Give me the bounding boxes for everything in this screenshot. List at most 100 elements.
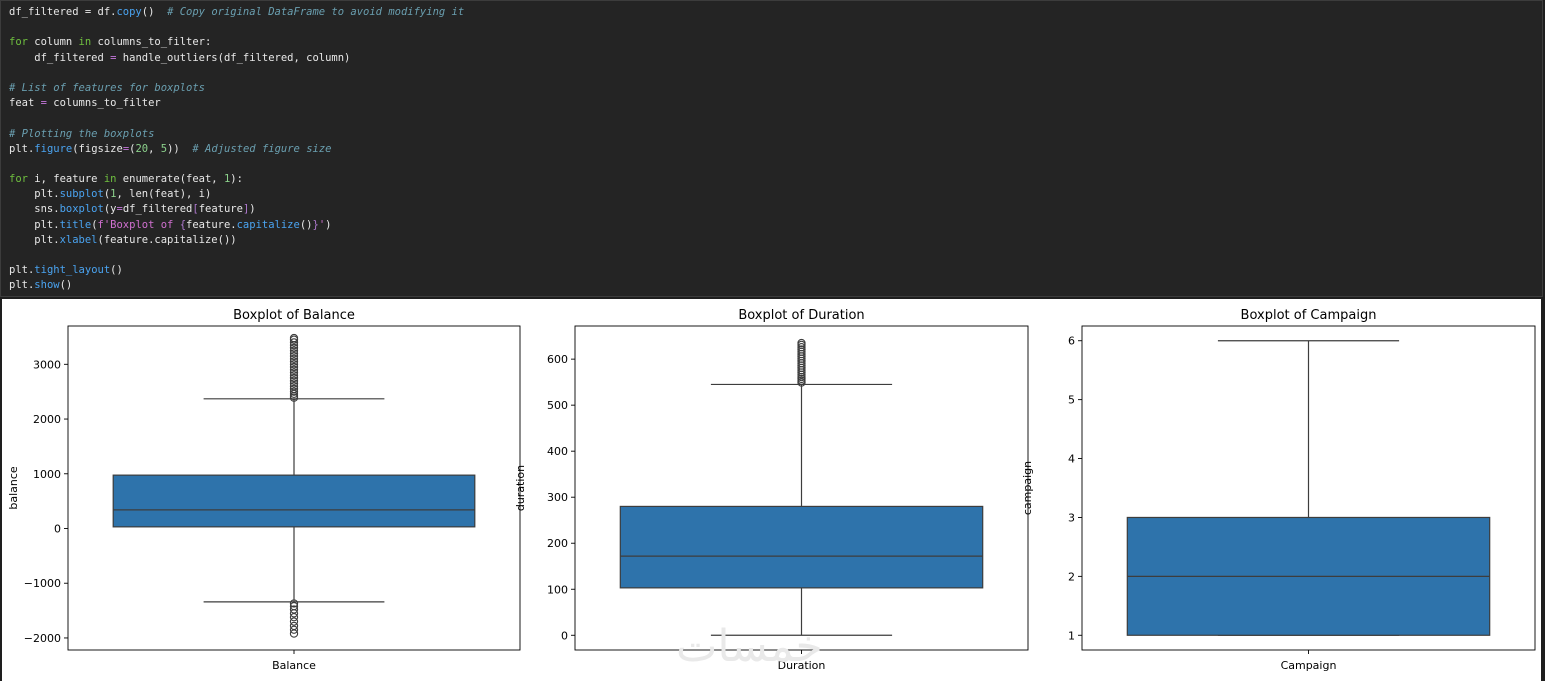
code-token: i, feature [27, 173, 104, 186]
outlier-point [289, 382, 299, 391]
code-line: plt.figure(figsize=(20, 5)) # Adjusted f… [9, 142, 464, 157]
code-token: (figsize [72, 142, 123, 155]
code-cell[interactable]: df_filtered = df.copy() # Copy original … [0, 0, 1543, 297]
code-token: copy [116, 6, 142, 18]
code-line [9, 248, 464, 263]
code-token: , [148, 142, 161, 155]
outlier-point [289, 371, 299, 380]
outlier-point [797, 338, 806, 348]
outlier-point [289, 368, 299, 377]
outlier-point [289, 373, 299, 383]
y-tick-label: 200 [547, 537, 568, 550]
y-tick-label: 1 [1068, 629, 1075, 642]
code-token: feature [198, 203, 243, 216]
code-token: # List of features for boxplots [9, 81, 205, 94]
x-axis-label: Campaign [1281, 659, 1337, 672]
code-token: () [59, 279, 73, 292]
chart-title: Boxplot of Duration [738, 308, 864, 323]
iqr-box [112, 474, 476, 528]
code-line: for column in columns_to_filter: [9, 35, 464, 50]
y-tick-label: 6 [1068, 335, 1075, 348]
code-token: } [312, 218, 319, 231]
code-token: # Copy original DataFrame to avoid modif… [167, 6, 465, 18]
code-line: plt.show() [9, 278, 464, 293]
watermark-logo: خمسات [676, 621, 823, 672]
outlier-point [289, 354, 299, 363]
outlier-point [289, 625, 299, 634]
code-token: enumerate(feat, [116, 173, 224, 186]
outlier-point [289, 351, 299, 361]
code-token: figure [34, 142, 73, 155]
y-tick-label: 0 [54, 523, 61, 536]
code-token: # Adjusted figure size [192, 142, 332, 155]
y-tick-label: −2000 [24, 632, 61, 645]
code-token: = [116, 203, 123, 216]
code-token: show [34, 279, 60, 292]
code-token: columns_to_filter [46, 97, 161, 110]
code-token: 20 [135, 142, 149, 155]
code-token: plt. [9, 233, 60, 246]
code-token: for [9, 36, 28, 49]
y-tick-label: −1000 [24, 577, 61, 590]
code-token: ) [325, 218, 332, 231]
code-line: df_filtered = handle_outliers(df_filtere… [9, 51, 464, 66]
outlier-point [289, 599, 299, 608]
code-token: ) [249, 203, 256, 216]
chart-title: Boxplot of Balance [233, 308, 355, 323]
iqr-box [619, 505, 984, 589]
code-line: # List of features for boxplots [9, 81, 464, 96]
code-token: sns. [9, 203, 60, 216]
outlier-point [289, 613, 299, 622]
code-token: ' [318, 218, 326, 231]
y-tick-label: 0 [561, 629, 568, 642]
outlier-point [289, 384, 299, 394]
code-token: = [40, 97, 47, 110]
code-token: feature. [186, 218, 237, 231]
code-token: () [141, 6, 168, 18]
code-line: feat = columns_to_filter [9, 96, 464, 111]
code-editor[interactable]: df_filtered = df.copy() # Copy original … [9, 5, 464, 294]
outlier-point [289, 617, 299, 626]
code-token: ] [242, 203, 250, 216]
code-line [9, 66, 464, 81]
x-axis-label: Duration [778, 659, 826, 672]
code-token: boxplot [59, 203, 104, 216]
code-token: ( [91, 218, 98, 231]
code-token: in [103, 173, 117, 186]
code-token: [ [192, 203, 199, 216]
y-axis-label: duration [514, 465, 527, 511]
y-tick-label: 500 [547, 399, 568, 412]
outlier-point [289, 333, 299, 343]
outlier-point [289, 357, 299, 366]
chart-panel-1: −2000 −1000 0 1000 2000 3000 Boxplot of Balanc… [7, 308, 521, 672]
outlier-point [289, 349, 299, 358]
code-line: plt.xlabel(feature.capitalize()) [9, 233, 464, 248]
outlier-point [289, 609, 299, 618]
code-token: for [9, 173, 28, 186]
outlier-point [289, 387, 299, 396]
code-token: 1 [110, 188, 117, 201]
code-token: df_filtered [9, 51, 111, 64]
code-token: ( [103, 188, 111, 201]
code-token: column [27, 36, 79, 49]
outlier-point [797, 345, 806, 354]
code-token: (y [103, 203, 117, 216]
outlier-point [289, 360, 299, 369]
y-tick-label: 3000 [33, 358, 61, 371]
y-tick-label: 600 [547, 353, 568, 366]
code-token: = [110, 51, 117, 64]
code-token: plt. [9, 188, 60, 201]
outlier-point [289, 343, 299, 353]
code-token: capitalize [236, 218, 300, 231]
y-axis-label: balance [7, 466, 20, 510]
code-line: plt.title(f'Boxplot of {feature.capitali… [9, 218, 464, 233]
code-token: plt. [9, 279, 35, 292]
code-token: () [110, 264, 123, 277]
code-token: () [299, 218, 313, 231]
code-line [9, 20, 464, 35]
code-token: { [179, 218, 187, 231]
outlier-point [289, 338, 299, 347]
code-line: # Plotting the boxplots [9, 127, 464, 142]
x-axis-label: Balance [272, 659, 316, 672]
chart-panel-3: 1 2 3 4 5 6 Boxplot of Campaign Campaign campaig… [1021, 308, 1536, 672]
